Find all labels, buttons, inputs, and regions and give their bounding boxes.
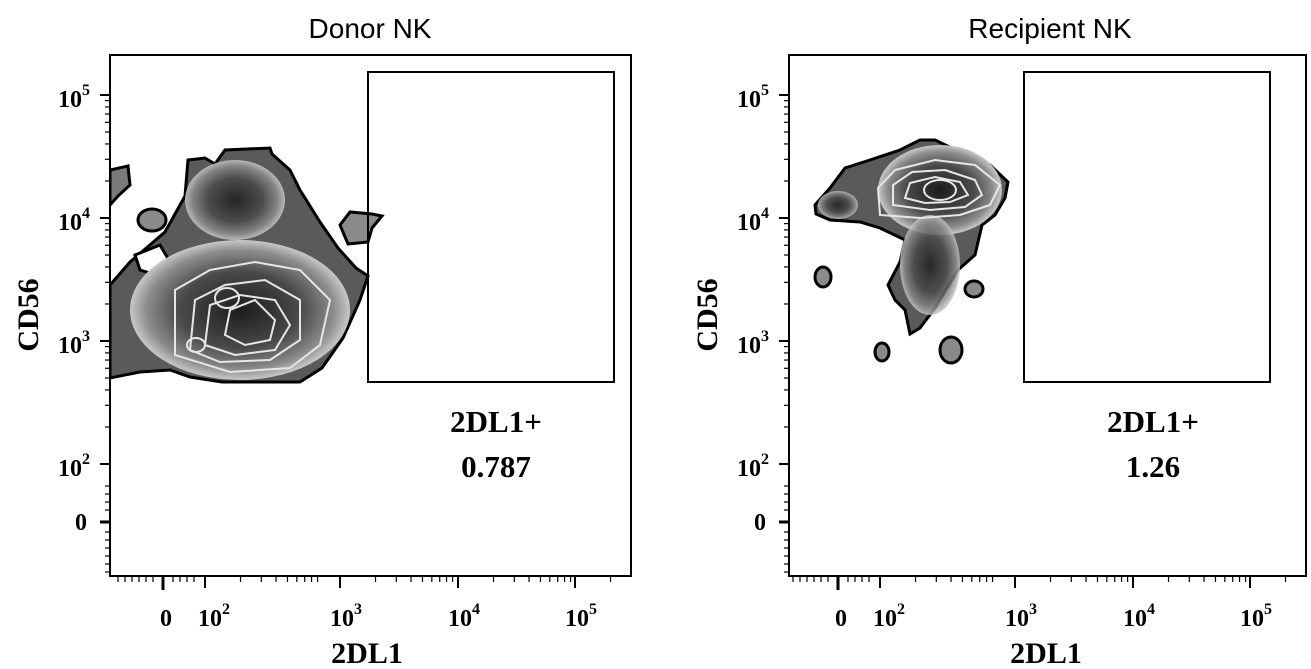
gate-2dl1-positive xyxy=(367,71,615,383)
density-left xyxy=(818,191,858,219)
gate-2dl1-positive xyxy=(1023,71,1271,383)
axis-ticks xyxy=(779,94,1287,590)
tick-label: 103 xyxy=(737,328,769,359)
tick-label: 105 xyxy=(1240,601,1272,632)
tick-label: 103 xyxy=(58,328,90,359)
x-axis-title: 2DL1 xyxy=(1010,637,1082,669)
gate-value: 1.26 xyxy=(1126,449,1180,484)
contour-line xyxy=(188,278,301,364)
contour-line xyxy=(923,179,957,201)
gate-label: 2DL1+ xyxy=(1107,404,1199,439)
axis-ticks xyxy=(100,94,612,590)
contour-line xyxy=(186,337,206,353)
tick-label: 102 xyxy=(58,451,90,482)
panel-title: Donor NK xyxy=(309,13,432,44)
density-island xyxy=(136,207,168,233)
tick-label: 0 xyxy=(75,510,87,536)
density-upper xyxy=(185,160,285,240)
density-island xyxy=(938,335,964,365)
tick-label: 0 xyxy=(754,510,766,536)
contour-line xyxy=(203,293,292,357)
y-axis: 105 104 103 102 0 CD56 xyxy=(12,82,90,536)
tick-label: 103 xyxy=(1005,601,1037,632)
density-island xyxy=(110,164,132,208)
density-tail xyxy=(900,215,960,315)
tick-label: 102 xyxy=(873,601,905,632)
y-axis-title: CD56 xyxy=(12,278,45,351)
contour-line xyxy=(876,158,1002,220)
tick-label: 104 xyxy=(737,205,769,236)
tick-label: 102 xyxy=(737,451,769,482)
y-axis-title: CD56 xyxy=(691,278,724,351)
density-contour xyxy=(813,138,1010,365)
panel-recipient: Recipient NK 2DL1+ 1.26 105 104 103 102 … xyxy=(691,13,1307,669)
density-island xyxy=(813,265,833,289)
tick-label: 104 xyxy=(1123,601,1155,632)
tick-label: 0 xyxy=(160,606,172,632)
x-axis-title: 2DL1 xyxy=(331,637,403,669)
tick-label: 104 xyxy=(58,205,90,236)
contour-line xyxy=(174,260,332,374)
gate-value: 0.787 xyxy=(461,449,531,484)
y-axis: 105 104 103 102 0 CD56 xyxy=(691,82,769,536)
tick-label: 102 xyxy=(198,601,230,632)
tick-label: 103 xyxy=(330,601,362,632)
tick-label: 0 xyxy=(835,606,847,632)
tick-label: 105 xyxy=(58,82,90,113)
plot-frame xyxy=(788,54,1307,577)
contour-line xyxy=(903,175,970,205)
contour-line xyxy=(214,287,240,309)
contour-line xyxy=(223,298,277,347)
x-axis: 0 102 103 104 105 2DL1 xyxy=(835,601,1272,669)
density-island xyxy=(338,210,385,246)
gate-label: 2DL1+ xyxy=(450,404,542,439)
tick-label: 105 xyxy=(737,82,769,113)
tick-label: 104 xyxy=(448,601,480,632)
panel-title: Recipient NK xyxy=(968,13,1132,44)
x-axis: 0 102 103 104 105 2DL1 xyxy=(160,601,597,669)
density-island xyxy=(873,341,891,363)
panel-donor: Donor NK 2DL1+ 0.787 105 104 103 102 0 xyxy=(12,13,632,669)
contour-line xyxy=(892,168,984,212)
density-core xyxy=(130,240,350,380)
tick-label: 105 xyxy=(565,601,597,632)
density-island xyxy=(963,279,985,299)
density-contour xyxy=(110,146,385,384)
